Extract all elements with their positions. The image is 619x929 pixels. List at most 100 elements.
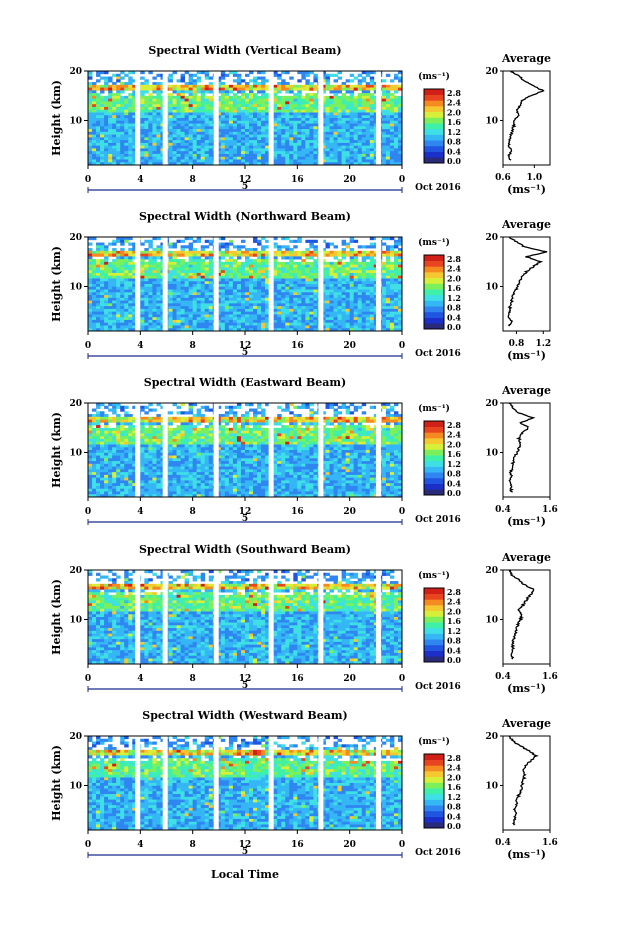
heatmap-cell [313,140,318,144]
heatmap-cell [385,140,391,144]
heatmap-cell [232,112,238,116]
heatmap-cell [249,148,254,152]
heatmap-cell [333,101,338,105]
heatmap-cell [321,272,326,277]
heatmap-cell [325,253,330,257]
heatmap-cell [357,245,363,249]
heatmap-cell [253,319,258,324]
heatmap-cell [321,319,326,324]
heatmap-cell [345,156,351,160]
heatmap-cell [128,148,133,152]
heatmap-cell [281,98,286,102]
heatmap-cell [285,112,290,116]
heatmap-cell [369,95,375,100]
heatmap-cell [341,311,347,315]
heatmap-cell [208,261,214,266]
heatmap-cell [112,84,117,88]
heatmap-cell [249,253,254,257]
heatmap-cell [120,87,125,91]
heatmap-cell [124,237,129,241]
heatmap-cell [200,250,206,254]
heatmap-cell [216,322,222,326]
heatmap-cell [200,272,206,277]
heatmap-cell [281,148,286,152]
heatmap-cell [144,156,149,160]
heatmap-cell [333,297,338,301]
heatmap-cell [357,87,363,91]
heatmap-cell [309,112,314,116]
heatmap-cell [156,115,161,119]
heatmap-cell [200,317,206,321]
heatmap-cell [188,306,194,310]
heatmap-cell [337,126,343,130]
heatmap-cell [96,284,101,288]
heatmap-cell [321,109,326,113]
heatmap-cell [156,308,161,313]
x-tick-label: 4 [137,341,143,351]
heatmap-cell [273,140,278,144]
heatmap-cell [152,270,157,274]
heatmap-cell [349,93,355,97]
heatmap-cell [249,137,254,141]
heatmap-cell [192,131,198,135]
heatmap-cell [297,104,302,108]
heatmap-cell [116,120,121,124]
heatmap-cell [389,145,395,149]
heatmap-cell [192,118,198,122]
heatmap-cell [92,463,97,467]
heatmap-cell [333,245,338,249]
heatmap-cell [265,93,270,97]
heatmap-cell [216,319,222,324]
heatmap-cell [301,253,306,257]
heatmap-cell [128,140,133,144]
beam-panel: Spectral Width (Vertical Beam)2010Height… [50,44,551,196]
heatmap-cell [361,159,367,163]
heatmap-cell [220,267,226,271]
heatmap-cell [120,267,125,271]
heatmap-cell [228,156,234,160]
heatmap-cell [245,300,250,304]
heatmap-cell [156,248,161,252]
heatmap-cell [257,289,262,293]
heatmap-cell [261,314,266,318]
heatmap-cell [196,275,202,279]
heatmap-cell [369,306,375,310]
heatmap-cell [305,275,310,279]
heatmap-cell [120,322,125,326]
heatmap-cell [88,248,93,252]
heatmap-cell [92,308,97,313]
heatmap-cell [349,289,355,293]
heatmap-cell [385,250,391,254]
heatmap-cell [273,284,278,288]
heatmap-cell [285,151,290,155]
heatmap-cell [349,253,355,257]
heatmap-cell [277,118,282,122]
heatmap-cell [253,270,258,274]
heatmap-cell [365,109,371,113]
heatmap-cell [156,134,161,138]
heatmap-cell [325,79,330,83]
heatmap-cell [172,317,177,321]
heatmap-cell [156,126,161,130]
heatmap-cell [285,156,290,160]
heatmap-cell [92,477,97,481]
heatmap-cell [204,308,210,313]
heatmap-cell [172,281,177,285]
heatmap-cell [152,319,157,324]
heatmap-cell [281,112,286,116]
heatmap-cell [389,250,395,254]
heatmap-cell [88,261,93,266]
heatmap-cell [309,245,314,249]
heatmap-cell [245,319,250,324]
heatmap-cell [104,137,109,141]
heatmap-cell [277,275,282,279]
heatmap-cell [216,84,222,88]
heatmap-cell [100,104,105,108]
heatmap-cell [349,73,355,77]
heatmap-cell [277,151,282,155]
heatmap-cell [216,76,222,80]
heatmap-cell [325,306,330,310]
heatmap-cell [128,272,133,277]
heatmap-cell [281,325,286,329]
heatmap-cell [285,281,290,285]
